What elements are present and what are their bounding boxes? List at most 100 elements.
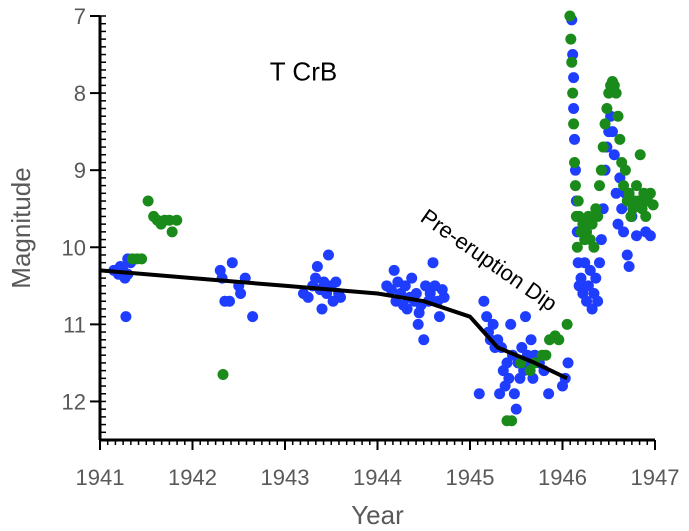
- y-tick-label: 10: [62, 235, 86, 260]
- blue-data-point: [543, 388, 555, 400]
- green-data-point: [619, 164, 631, 176]
- green-data-point: [599, 118, 611, 130]
- blue-data-point: [401, 303, 413, 315]
- blue-data-point: [388, 264, 400, 276]
- blue-data-point: [595, 234, 607, 246]
- blue-data-point: [487, 318, 499, 330]
- blue-data-point: [235, 288, 247, 300]
- green-data-point: [640, 210, 652, 222]
- x-tick-label: 1943: [261, 465, 310, 490]
- blue-data-point: [410, 288, 422, 300]
- blue-data-point: [562, 357, 574, 369]
- blue-data-point: [406, 272, 418, 284]
- blue-data-point: [582, 280, 594, 292]
- blue-data-point: [568, 103, 580, 115]
- green-data-point: [506, 415, 518, 427]
- blue-data-point: [311, 261, 323, 273]
- green-data-point: [612, 110, 624, 122]
- green-data-point: [561, 318, 573, 330]
- green-data-point: [594, 180, 605, 192]
- green-data-point: [597, 141, 609, 153]
- green-data-point: [618, 180, 630, 192]
- green-data-point: [610, 87, 622, 99]
- blue-data-point: [302, 291, 314, 303]
- green-data-point: [623, 187, 635, 199]
- green-data-point: [571, 241, 583, 253]
- blue-data-point: [503, 372, 515, 384]
- blue-data-point: [608, 149, 620, 161]
- x-tick-label: 1944: [353, 465, 402, 490]
- blue-data-point: [525, 334, 537, 346]
- blue-data-point: [316, 303, 328, 315]
- blue-data-point: [330, 276, 342, 288]
- blue-data-point: [412, 318, 424, 330]
- green-data-point: [569, 156, 581, 168]
- green-data-point: [614, 133, 626, 145]
- green-data-point: [588, 241, 600, 253]
- blue-data-point: [501, 357, 513, 369]
- blue-data-point: [226, 257, 238, 269]
- green-data-point: [540, 349, 552, 361]
- green-data-point: [166, 226, 178, 238]
- blue-data-point: [618, 226, 630, 238]
- trend-line: [99, 268, 568, 381]
- blue-data-point: [516, 341, 528, 353]
- blue-data-point: [508, 388, 520, 400]
- blue-data-point: [247, 311, 259, 323]
- blue-data-point: [505, 318, 517, 330]
- green-data-point: [631, 180, 642, 192]
- blue-data-point: [631, 230, 642, 242]
- tick-labels: 1941 1942 1943 1944 1945 1946 1947 7 8 9 10 11 12: [62, 4, 680, 490]
- blue-data-point: [224, 295, 235, 307]
- y-tick-label: 9: [74, 158, 86, 183]
- blue-data-point: [473, 388, 485, 400]
- y-tick-label: 11: [63, 312, 86, 337]
- blue-data-point: [579, 257, 591, 269]
- y-tick-label: 12: [62, 389, 86, 414]
- x-tick-label: 1941: [76, 465, 125, 490]
- green-data-point: [592, 210, 604, 222]
- blue-data-point: [385, 284, 397, 296]
- blue-data-point: [418, 334, 430, 346]
- blue-data-point: [569, 133, 581, 145]
- green-data-point: [566, 56, 578, 68]
- green-data-point: [171, 214, 183, 226]
- x-tick-label: 1942: [168, 465, 217, 490]
- x-tick-label: 1946: [538, 465, 587, 490]
- x-tick-label: 1947: [631, 465, 680, 490]
- green-data-point: [136, 253, 148, 265]
- green-data-point: [217, 368, 229, 380]
- blue-data-point: [510, 403, 522, 415]
- y-tick-label: 7: [74, 4, 86, 29]
- green-data-point: [634, 149, 646, 161]
- green-data-point: [647, 199, 659, 211]
- green-data-point: [565, 33, 577, 45]
- blue-data-point: [310, 272, 322, 284]
- blue-data-point: [335, 291, 346, 303]
- blue-data-point: [481, 311, 493, 323]
- green-data-point: [564, 10, 576, 22]
- blue-data-point: [606, 126, 618, 138]
- blue-data-point: [520, 311, 531, 323]
- y-tick-label: 8: [74, 81, 86, 106]
- x-axis-title: Year: [351, 500, 404, 530]
- blue-data-point: [478, 295, 490, 307]
- blue-data-point: [590, 272, 602, 284]
- blue-data-point: [427, 257, 439, 269]
- blue-data-point: [575, 272, 587, 284]
- green-data-point: [595, 164, 607, 176]
- x-tick-label: 1945: [446, 465, 495, 490]
- blue-data-point: [494, 388, 506, 400]
- data-points: [108, 10, 659, 427]
- blue-data-point: [594, 257, 605, 269]
- green-data-point: [572, 195, 584, 207]
- green-data-point: [568, 118, 580, 130]
- blue-data-point: [568, 72, 580, 84]
- green-data-point: [601, 103, 613, 115]
- blue-data-point: [433, 311, 445, 323]
- blue-data-point: [592, 295, 604, 307]
- blue-data-point: [120, 311, 132, 323]
- blue-data-point: [581, 295, 593, 307]
- blue-data-point: [623, 261, 635, 273]
